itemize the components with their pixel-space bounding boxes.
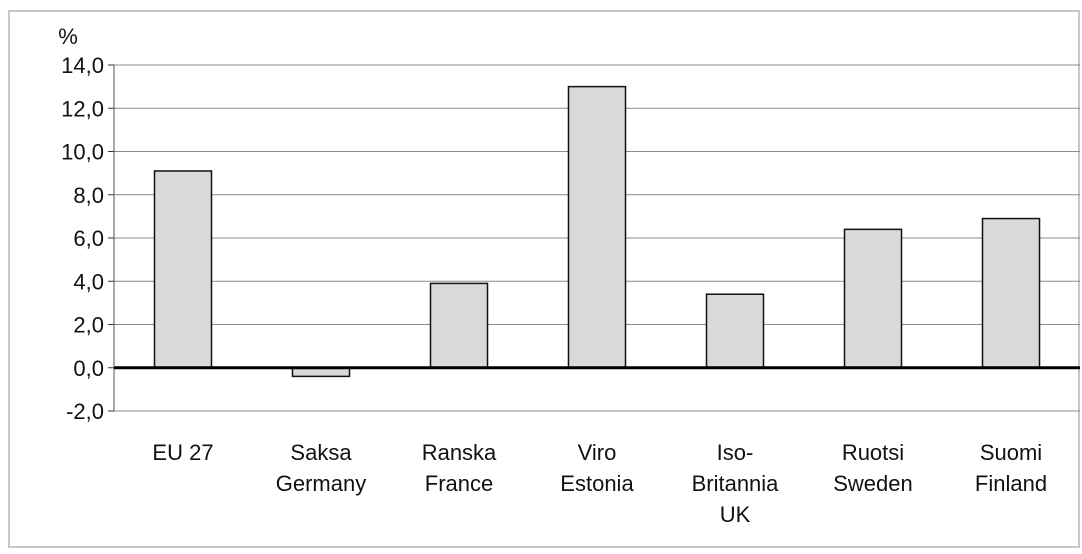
y-axis-unit-label: %	[58, 24, 78, 49]
bars	[153, 85, 1041, 378]
x-category-label: Iso-Britannia UK	[692, 440, 780, 527]
bar	[153, 170, 213, 369]
x-category-label: Saksa Germany	[276, 440, 366, 496]
bar	[981, 217, 1041, 369]
bar	[567, 85, 627, 369]
y-tick-label: 14,0	[61, 53, 104, 78]
y-tick-label: 2,0	[73, 313, 104, 338]
x-category-label: Viro Estonia	[560, 440, 634, 496]
y-tick-label: 12,0	[61, 96, 104, 121]
y-tick-label: 4,0	[73, 269, 104, 294]
x-category-labels: EU 27 Saksa Germany Ranska France Viro Estonia…	[152, 440, 1047, 527]
y-tick-label: 6,0	[73, 226, 104, 251]
x-category-label: Ruotsi Sweden	[833, 440, 913, 496]
x-category-label: Suomi Finland	[975, 440, 1047, 496]
bar	[705, 293, 765, 369]
y-tick-label: 10,0	[61, 140, 104, 165]
y-tick-label: -2,0	[66, 399, 104, 424]
bar	[429, 282, 489, 369]
y-tick-label: 8,0	[73, 183, 104, 208]
y-tick-labels: -2,0 0,0 2,0 4,0 6,0 8,0 10,0 12,0 14,0	[61, 53, 104, 424]
x-category-label: EU 27	[152, 440, 213, 465]
bar	[843, 228, 903, 369]
y-tick-label: 0,0	[73, 356, 104, 381]
axes	[108, 64, 1080, 412]
x-category-label: Ranska France	[422, 440, 497, 496]
